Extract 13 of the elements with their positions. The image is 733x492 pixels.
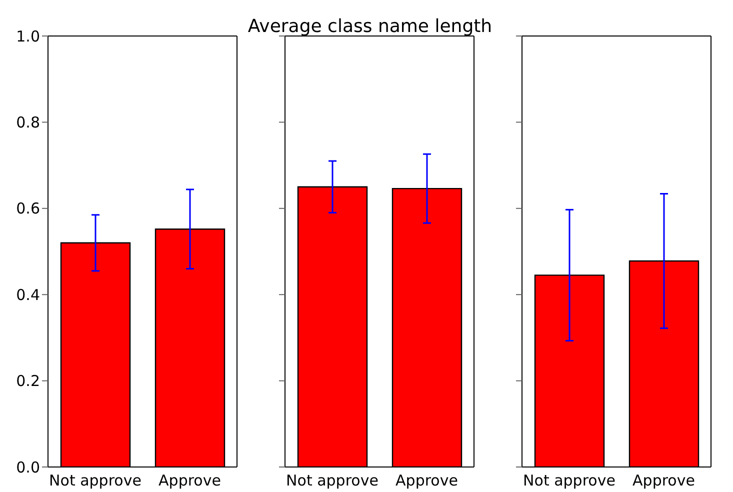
x-tick-label: Not approve <box>49 472 142 490</box>
x-tick-label: Approve <box>158 472 221 490</box>
y-tick-label: 0.0 <box>16 458 40 476</box>
y-tick-label: 0.8 <box>16 114 40 132</box>
x-tick-label: Approve <box>396 472 458 490</box>
y-tick-label: 0.2 <box>16 372 40 390</box>
x-tick-label: Not approve <box>523 472 616 490</box>
x-tick-label: Approve <box>632 472 695 490</box>
chart-title: Average class name length <box>246 16 494 37</box>
y-tick-label: 0.6 <box>16 200 40 218</box>
y-tick-label: 1.0 <box>16 27 40 46</box>
y-tick-label: 0.4 <box>16 286 40 304</box>
x-tick-label: Not approve <box>286 472 378 490</box>
